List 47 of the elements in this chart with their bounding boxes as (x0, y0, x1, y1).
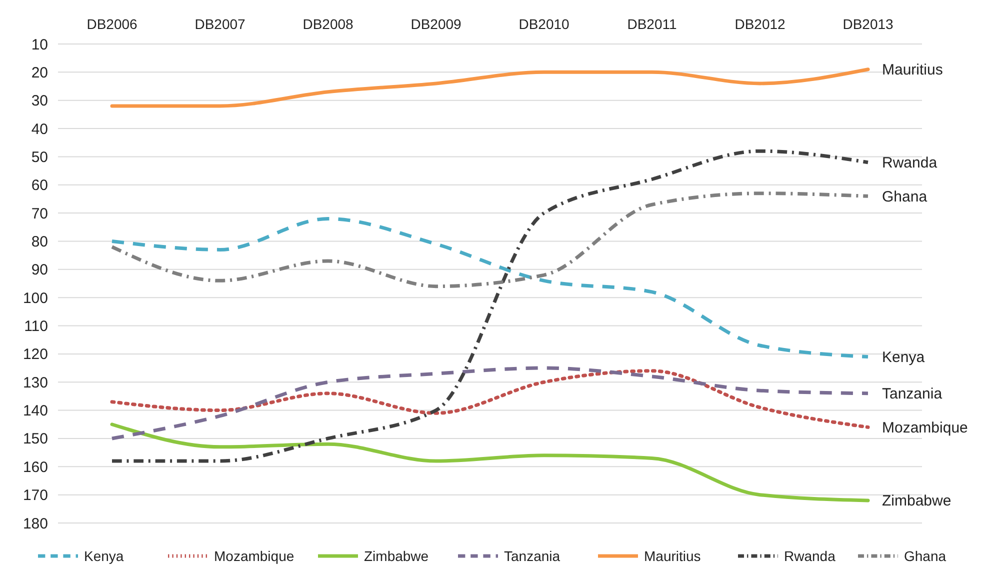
legend-label: Mozambique (214, 548, 294, 564)
line-series (110, 192, 870, 288)
y-tick-label: 80 (31, 233, 48, 250)
text: Rwanda (882, 154, 938, 172)
text: Zimbabwe (882, 492, 952, 510)
x-tick-label: DB2013 (842, 16, 894, 32)
y-tick-label: 180 (22, 515, 48, 532)
x-tick-label: DB2008 (302, 16, 354, 32)
y-tick-label: 90 (31, 262, 48, 279)
line-series (110, 366, 870, 440)
y-tick-label: 60 (31, 177, 48, 194)
text: Tanzania (882, 386, 942, 403)
line-series (110, 369, 870, 429)
y-tick-label: 170 (22, 487, 48, 504)
text: Ghana (882, 188, 928, 206)
y-tick-label: 10 (31, 36, 48, 54)
y-tick-label: 50 (31, 148, 48, 166)
line-series (110, 68, 870, 108)
y-tick-label: 140 (22, 402, 48, 420)
x-tick-label: DB2006 (86, 16, 138, 32)
y-tick-label: 40 (31, 120, 48, 138)
y-tick-label: 20 (31, 64, 48, 82)
legend-label: Kenya (84, 548, 124, 564)
y-tick-label: 70 (31, 205, 48, 222)
line-series (110, 422, 870, 502)
y-tick-label: 110 (24, 318, 48, 336)
legend-label: Ghana (904, 548, 946, 564)
y-tick-label: 150 (22, 430, 48, 448)
y-tick-label: 120 (22, 346, 48, 364)
x-tick-label: DB2010 (518, 16, 570, 32)
text: Mozambique (882, 419, 968, 436)
y-tick-label: 160 (22, 458, 48, 476)
text: Kenya (882, 349, 925, 366)
x-tick-label: DB2012 (734, 16, 786, 32)
x-tick-label: DB2009 (410, 16, 462, 32)
line-series (110, 216, 870, 359)
legend-label: Mauritius (644, 548, 701, 564)
y-tick-label: 30 (31, 92, 48, 110)
x-tick-label: DB2011 (627, 16, 677, 32)
legend-label: Rwanda (784, 548, 836, 564)
x-tick-label: DB2007 (194, 16, 246, 32)
legend-label: Tanzania (504, 548, 560, 564)
y-tick-label: 100 (22, 290, 48, 307)
line-series (110, 149, 870, 463)
text: Mauritius (882, 62, 943, 79)
legend-label: Zimbabwe (364, 548, 429, 564)
y-tick-label: 130 (22, 374, 48, 392)
